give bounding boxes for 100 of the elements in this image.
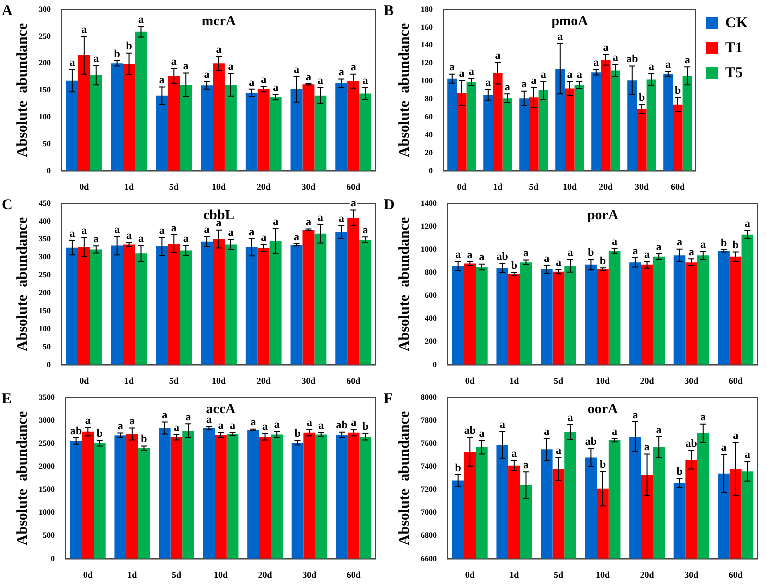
data-label: a: [228, 227, 234, 240]
chart-title: pmoA: [552, 14, 590, 30]
data-label: a: [744, 218, 751, 230]
y-tick-label: 180: [421, 4, 433, 14]
x-tick-label: 5d: [554, 570, 564, 580]
bar: [170, 437, 183, 560]
x-tick-label: 60d: [670, 182, 686, 192]
bar: [682, 76, 692, 172]
data-label: a: [294, 64, 300, 76]
bar: [182, 431, 194, 560]
data-label: b: [600, 458, 606, 471]
data-label: a: [218, 420, 224, 432]
data-label: a: [228, 61, 234, 74]
y-axis-title: Absolute abundance: [396, 217, 413, 352]
bar: [82, 432, 94, 560]
y-tick-label: 0: [47, 166, 51, 176]
data-label: a: [351, 416, 358, 429]
data-label: a: [171, 56, 178, 68]
data-label: b: [141, 434, 148, 446]
data-label: b: [588, 247, 594, 260]
x-tick-label: 10d: [562, 182, 578, 192]
bar: [226, 434, 239, 560]
y-tick-label: 0: [429, 166, 433, 176]
y-tick-label: 800: [425, 268, 437, 278]
x-tick-label: 10d: [596, 570, 610, 580]
data-label: a: [126, 230, 133, 242]
data-label: ab: [686, 438, 698, 450]
bar: [201, 242, 214, 366]
x-tick-label: 1d: [510, 376, 520, 386]
chart-title: oorA: [588, 402, 620, 418]
data-label: a: [568, 412, 574, 424]
x-tick-label: 30d: [684, 570, 699, 580]
data-label: a: [479, 428, 486, 440]
chart-title: mcrA: [202, 14, 237, 30]
y-tick-label: 300: [39, 4, 51, 14]
y-tick-label: 6600: [421, 554, 437, 564]
legend-label: T5: [726, 65, 744, 82]
x-tick-label: 0d: [465, 570, 475, 580]
x-tick-label: 20d: [258, 570, 272, 580]
y-tick-label: 500: [43, 531, 55, 540]
y-tick-label: 40: [425, 130, 433, 140]
bar: [302, 84, 315, 172]
chart-title: porA: [587, 208, 620, 224]
data-label: a: [183, 60, 190, 73]
y-tick-label: 1400: [421, 198, 437, 208]
data-label: a: [594, 57, 600, 70]
y-tick-label: 7400: [421, 462, 437, 472]
data-label: a: [677, 236, 684, 249]
data-label: b: [362, 421, 369, 434]
bar: [564, 266, 576, 366]
x-tick-label: 1d: [124, 376, 134, 386]
bar: [601, 60, 611, 172]
data-label: a: [540, 68, 547, 81]
bar: [448, 78, 458, 172]
y-tick-label: 120: [421, 58, 433, 68]
x-tick-label: 1d: [493, 182, 503, 192]
data-label: a: [174, 422, 180, 434]
x-tick-label: 20d: [598, 182, 614, 192]
data-label: a: [186, 411, 192, 424]
bar: [502, 98, 512, 172]
x-tick-label: 0d: [80, 182, 90, 192]
y-tick-label: 140: [421, 40, 433, 50]
data-label: a: [350, 198, 357, 210]
data-label: a: [644, 248, 651, 261]
bar: [360, 240, 372, 366]
data-label: a: [70, 56, 76, 69]
bar: [336, 84, 348, 172]
bar: [258, 89, 270, 172]
y-axis-title: Absolute abundance: [14, 411, 31, 546]
data-label: a: [273, 216, 280, 228]
y-tick-label: 2500: [39, 438, 55, 448]
bar: [180, 85, 192, 172]
data-label: a: [338, 213, 345, 226]
bar: [336, 232, 348, 366]
bar: [246, 248, 258, 366]
bar: [508, 274, 520, 366]
data-label: a: [450, 62, 456, 74]
x-tick-label: 10d: [214, 570, 228, 580]
data-label: ab: [585, 436, 598, 448]
data-label: a: [632, 245, 639, 258]
bar: [653, 256, 665, 366]
bar: [290, 89, 303, 172]
bar: [315, 434, 328, 560]
data-label: a: [159, 74, 166, 87]
data-label: a: [556, 256, 562, 269]
data-label: a: [85, 415, 92, 428]
bar: [585, 264, 598, 366]
y-tick-label: 50: [43, 139, 51, 148]
data-label: a: [318, 420, 325, 432]
data-label: a: [318, 212, 324, 224]
bar: [466, 82, 476, 172]
bar: [156, 246, 168, 366]
bar: [111, 64, 124, 172]
data-label: a: [523, 248, 530, 260]
bar: [597, 270, 609, 366]
x-tick-label: 20d: [640, 376, 654, 386]
data-label: a: [684, 54, 691, 67]
bar: [348, 81, 360, 172]
data-label: a: [138, 14, 144, 26]
data-label: a: [249, 226, 256, 238]
